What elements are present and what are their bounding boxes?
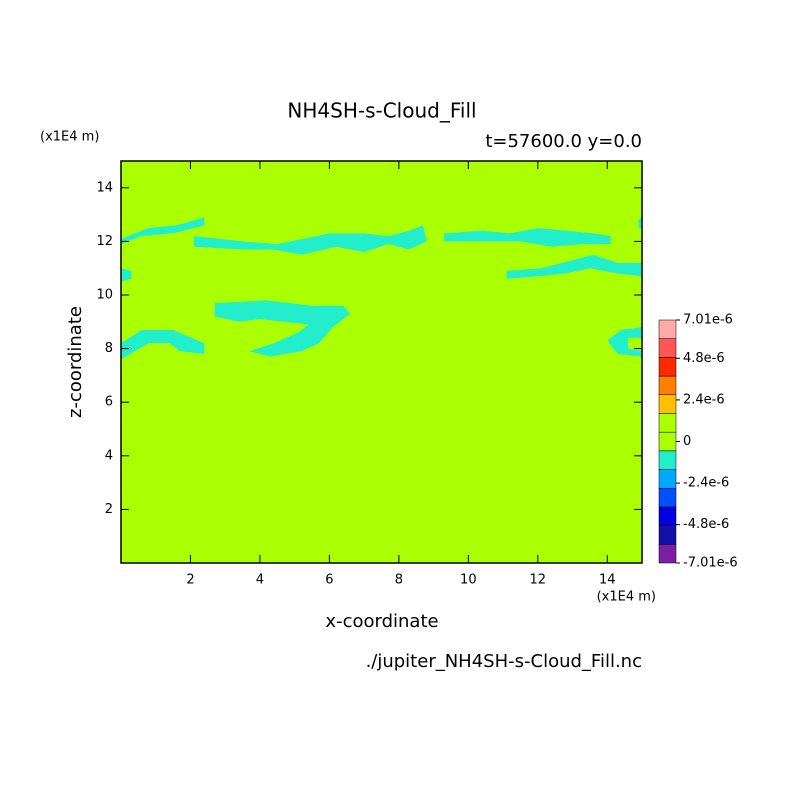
- chart-title: NH4SH-s-Cloud_Fill: [287, 99, 476, 123]
- cloud-region: [214, 300, 351, 357]
- colorbar-box: [658, 544, 677, 564]
- colorbar-box: [658, 469, 677, 489]
- colorbar-label: 2.4e-6: [683, 392, 725, 407]
- cloud-region: [638, 217, 642, 228]
- colorbar-box: [658, 338, 677, 358]
- colorbar-box: [658, 394, 677, 414]
- cloud-region: [121, 268, 132, 282]
- x-axis-label: x-coordinate: [325, 611, 438, 632]
- file-name: ./jupiter_NH4SH-s-Cloud_Fill.nc: [366, 651, 642, 672]
- cloud-region: [607, 327, 642, 357]
- cloud-region: [506, 254, 642, 279]
- colorbar-label: -4.8e-6: [683, 517, 729, 532]
- x-tick-label: 12: [530, 573, 547, 588]
- plot-frame: [120, 160, 643, 564]
- y-tick-label: 6: [105, 395, 113, 410]
- colorbar-box: [658, 413, 677, 433]
- subtitle: t=57600.0 y=0.0: [485, 131, 642, 152]
- cloud-region: [121, 217, 205, 245]
- cloud-region: [444, 228, 611, 247]
- x-unit: (x1E4 m): [597, 590, 656, 605]
- y-tick-label: 2: [105, 502, 113, 517]
- x-tick-label: 2: [186, 573, 194, 588]
- colorbar-label: 0: [683, 434, 691, 449]
- x-tick-label: 14: [599, 573, 616, 588]
- y-axis-label: z-coordinate: [65, 306, 86, 418]
- x-tick-label: 4: [256, 573, 264, 588]
- y-unit: (x1E4 m): [40, 130, 99, 145]
- x-tick-label: 10: [460, 573, 477, 588]
- colorbar-label: -7.01e-6: [683, 556, 738, 571]
- colorbar-box: [658, 525, 677, 545]
- colorbar-box: [658, 506, 677, 526]
- colorbar-box: [658, 357, 677, 377]
- x-tick-label: 8: [395, 573, 403, 588]
- colorbar-box: [658, 431, 677, 452]
- x-tick-label: 6: [325, 573, 333, 588]
- background-field: [121, 161, 642, 563]
- colorbar-label: 4.8e-6: [683, 351, 725, 366]
- y-tick-label: 4: [105, 448, 113, 463]
- y-tick-label: 8: [105, 341, 113, 356]
- colorbar-box: [658, 375, 677, 396]
- colorbar-label: -2.4e-6: [683, 476, 729, 491]
- cloud-region: [121, 329, 205, 360]
- y-tick-label: 10: [96, 288, 113, 303]
- colorbar-box: [658, 487, 677, 508]
- y-tick-label: 12: [96, 234, 113, 249]
- colorbar-label: 7.01e-6: [683, 313, 733, 328]
- colorbar-box: [658, 450, 677, 470]
- cloud-region: [193, 225, 427, 255]
- y-tick-label: 14: [96, 180, 113, 195]
- colorbar-box: [658, 319, 677, 339]
